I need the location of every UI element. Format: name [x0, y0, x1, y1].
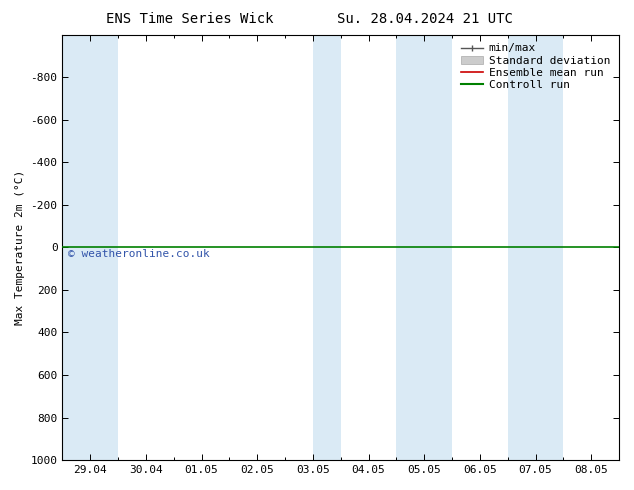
Y-axis label: Max Temperature 2m (°C): Max Temperature 2m (°C) [15, 170, 25, 325]
Text: ENS Time Series Wick: ENS Time Series Wick [107, 12, 274, 26]
Text: Su. 28.04.2024 21 UTC: Su. 28.04.2024 21 UTC [337, 12, 513, 26]
Bar [396, 35, 452, 460]
Bar [313, 35, 340, 460]
Text: © weatheronline.co.uk: © weatheronline.co.uk [68, 249, 210, 260]
Bar [62, 35, 118, 460]
Legend: min/max, Standard deviation, Ensemble mean run, Controll run: min/max, Standard deviation, Ensemble me… [458, 40, 614, 94]
Bar [508, 35, 564, 460]
